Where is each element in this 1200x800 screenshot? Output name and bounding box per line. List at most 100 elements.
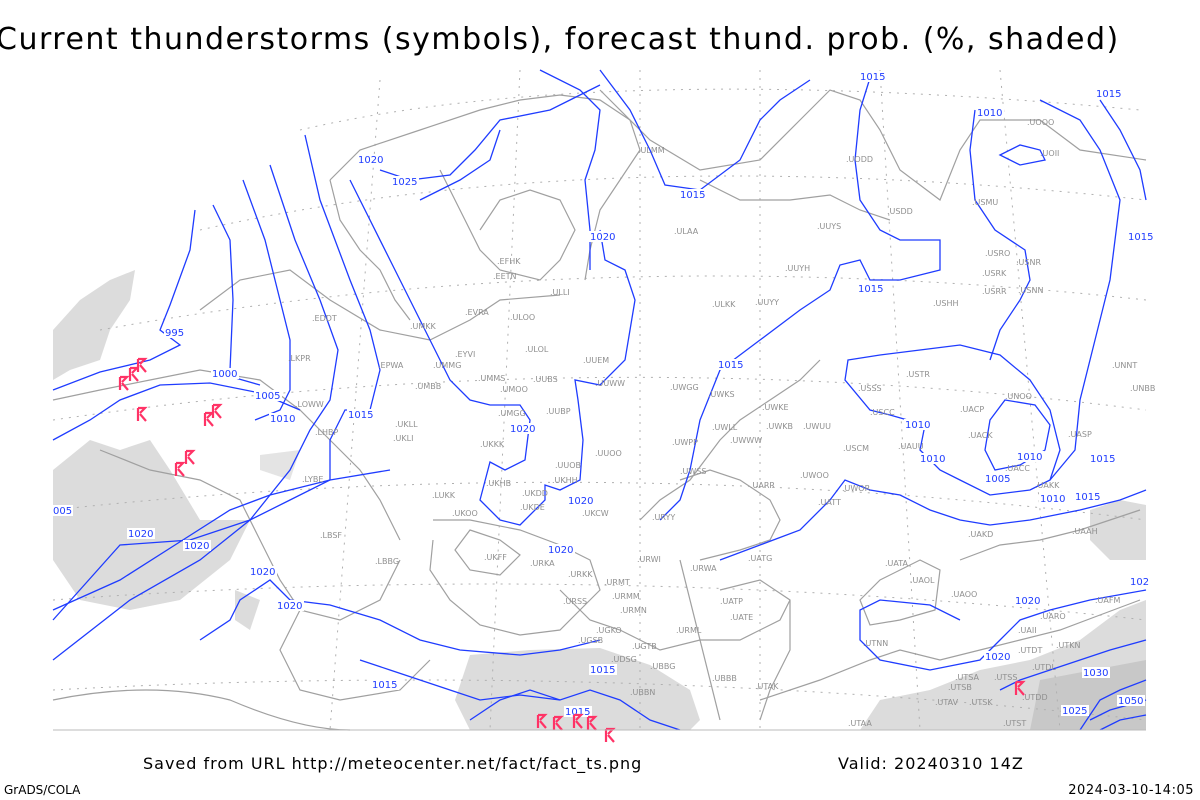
- station-label: .EVRA: [465, 308, 489, 317]
- isobar-label: 1020: [985, 652, 1010, 663]
- isobar-label: 1015: [1075, 492, 1100, 503]
- thunderstorm-symbol-icon: [136, 406, 148, 422]
- station-label: .UMMG: [433, 361, 461, 370]
- station-label: .USHH: [933, 299, 959, 308]
- station-label: .UTAV: [935, 698, 959, 707]
- isobar-label-bg: [547, 544, 575, 555]
- isobar-label: 1020: [358, 155, 383, 166]
- isobar-label-bg: [1089, 453, 1117, 464]
- station-label: .UTSA: [955, 673, 980, 682]
- station-label: .UTNN: [863, 639, 888, 648]
- station-label: .UBBG: [650, 662, 675, 671]
- isobar-label: 1015: [348, 410, 373, 421]
- isobar-label: 1020: [548, 545, 573, 556]
- isobar-label-bg: [567, 495, 595, 506]
- station-label: .LUKK: [432, 491, 456, 500]
- station-label: .UATA: [885, 559, 909, 568]
- isobar-label: 1015: [1128, 232, 1153, 243]
- isobar-label: 1015: [680, 190, 705, 201]
- isobar-label: 1020: [277, 601, 302, 612]
- station-label: .EFHK: [497, 257, 521, 266]
- isobar-label-bg: [211, 368, 239, 379]
- station-label: .ULLI: [550, 288, 570, 297]
- station-label: .UTDD: [1022, 693, 1048, 702]
- station-label: .UTST: [1003, 719, 1026, 728]
- isobar-label: 1015: [565, 707, 590, 718]
- station-label: .USRK: [982, 269, 1007, 278]
- station-label: .UWKE: [762, 403, 789, 412]
- isobar-label-bg: [859, 71, 887, 82]
- isobar-label: 1020: [184, 541, 209, 552]
- thunderstorm-symbol-icon: [1014, 680, 1026, 696]
- station-label: .UKHH: [552, 476, 578, 485]
- station-label: .UTAA: [848, 719, 872, 728]
- station-label: .UATP: [720, 597, 743, 606]
- station-label: .ULOO: [510, 313, 535, 322]
- station-label: .UTDT: [1018, 646, 1042, 655]
- station-label: .UMMS: [478, 374, 505, 383]
- station-label: .UTDL: [1032, 663, 1056, 672]
- station-label: .EPWA: [378, 361, 404, 370]
- thunderstorm-symbol-icon: [552, 715, 564, 731]
- thunderstorm-probability-shading: [53, 270, 1146, 730]
- station-label: .UASP: [1068, 430, 1092, 439]
- isobar-label: 1020: [590, 232, 615, 243]
- station-label: .USRR: [982, 287, 1007, 296]
- station-label: .UWUU: [803, 422, 831, 431]
- thunderstorm-symbol-icon: [536, 713, 548, 729]
- station-label: .UKFF: [484, 553, 507, 562]
- isobar-label: 1010: [1017, 452, 1042, 463]
- station-label: .UUYY: [755, 298, 779, 307]
- isobar-label: 1025: [1062, 706, 1087, 717]
- thunderstorm-symbol-icon: [136, 357, 148, 373]
- station-label: .UACC: [1005, 464, 1030, 473]
- station-label: .UAFM: [1095, 596, 1120, 605]
- thunderstorm-symbol-icon: [174, 461, 186, 477]
- station-label: .URMT: [604, 578, 630, 587]
- isobar-label-bg: [371, 679, 399, 690]
- isobar-label-bg: [589, 231, 617, 242]
- isobar-label: 1010: [905, 420, 930, 431]
- station-label: .UATE: [730, 613, 753, 622]
- station-label: .UAKD: [968, 530, 993, 539]
- isobar-label-bg: [857, 283, 885, 294]
- isobar-label-bg: [904, 419, 932, 430]
- station-label: .UUBP: [546, 407, 571, 416]
- isobar-label-bg: [52, 505, 73, 516]
- station-label: .USCC: [870, 408, 895, 417]
- station-label: .USNN: [1018, 286, 1043, 295]
- isobar-labels: 995 1000 1005 1010 1015 1020 1025 1020 1015 1010 1…: [52, 71, 1155, 718]
- isobar-label: 1020: [1015, 596, 1040, 607]
- isobar-label-bg: [1074, 491, 1102, 502]
- station-label: .UNOO: [1005, 392, 1032, 401]
- isobar-label-bg: [254, 390, 282, 401]
- isobar-label: 1010: [920, 454, 945, 465]
- station-label: .USSS: [858, 384, 882, 393]
- isobar-label-bg: [249, 566, 277, 577]
- station-label: .URKA: [530, 559, 555, 568]
- station-label: .LBSF: [320, 531, 342, 540]
- station-label: .ULMM: [638, 146, 665, 155]
- station-label: .UKDD: [522, 489, 548, 498]
- station-label: .UUOB: [555, 461, 581, 470]
- isobar-label-bg: [984, 651, 1012, 662]
- isobar-label-bg: [679, 189, 707, 200]
- station-label: .UWKB: [766, 422, 793, 431]
- station-label: .UUOO: [595, 449, 622, 458]
- isobar-label-bg: [589, 664, 617, 675]
- isobar-label-bg: [717, 359, 745, 370]
- software-credit: GrADS/COLA: [4, 783, 81, 797]
- station-label: .URMN: [620, 606, 647, 615]
- isobar-label: 1015: [1090, 454, 1115, 465]
- station-label: .UUYS: [817, 222, 841, 231]
- station-label: .LKPR: [288, 354, 311, 363]
- isobar-label-bg: [127, 528, 155, 539]
- station-label: .UWKS: [708, 390, 735, 399]
- station-label: .LBBG: [375, 557, 399, 566]
- isobar-label-bg: [1039, 493, 1067, 504]
- isobar-label: 1025: [392, 177, 417, 188]
- isobar-label-bg: [183, 540, 211, 551]
- isobar-label-bg: [976, 107, 1004, 118]
- isobar-label-bg: [1061, 705, 1089, 716]
